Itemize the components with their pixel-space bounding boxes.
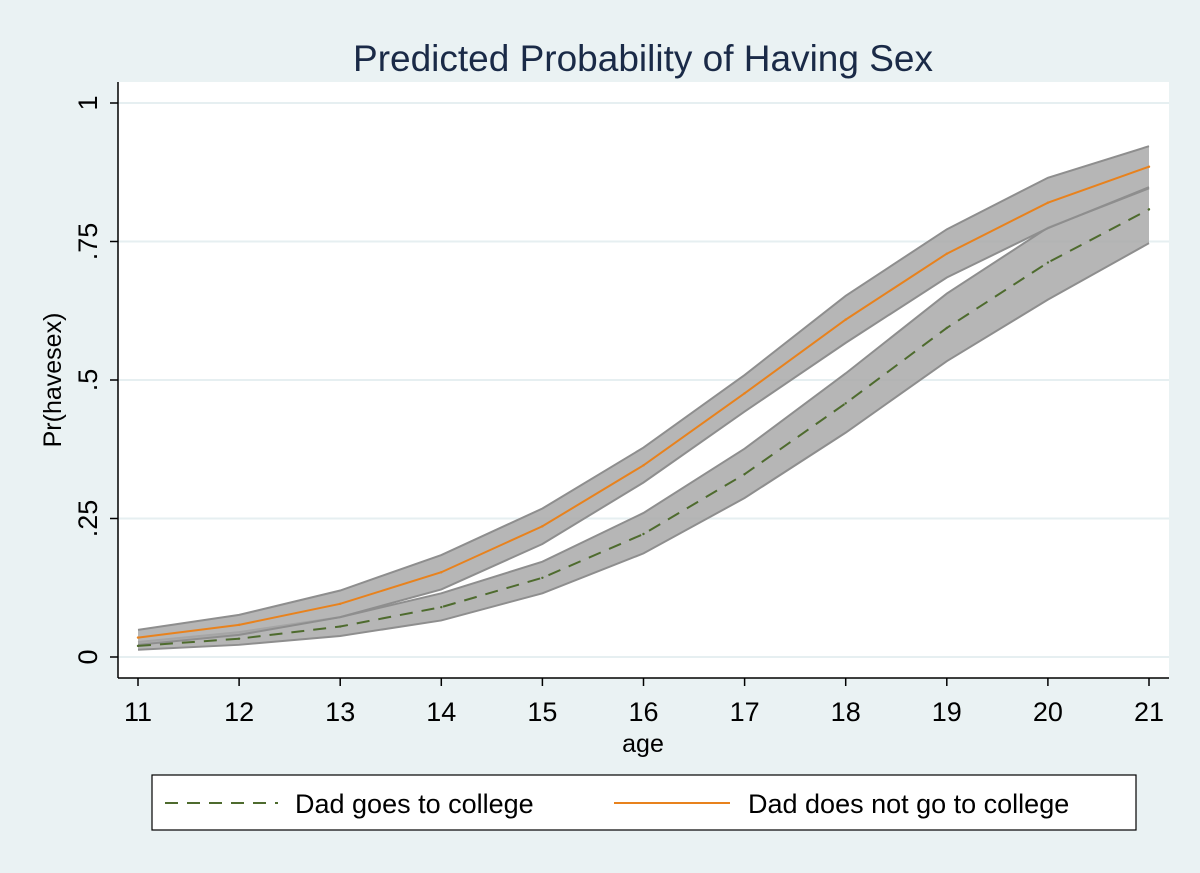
x-tick-label: 21 — [1134, 697, 1164, 727]
confidence-bands — [137, 145, 1150, 651]
data-point — [642, 464, 645, 467]
x-tick-label: 11 — [124, 697, 152, 727]
y-tick-label: 1 — [73, 95, 103, 110]
data-point — [440, 605, 443, 609]
x-tick-label: 14 — [426, 697, 456, 727]
x-tick-label: 12 — [224, 697, 254, 727]
y-tick-label: .25 — [73, 500, 103, 538]
data-point — [1147, 208, 1151, 211]
x-tick-label: 16 — [628, 697, 658, 727]
data-point — [743, 392, 746, 395]
data-point — [339, 625, 342, 628]
data-point — [945, 326, 948, 330]
data-point — [844, 402, 847, 405]
x-tick-label: 15 — [527, 697, 557, 727]
y-axis-title: Pr(havesex) — [39, 313, 67, 448]
data-point — [541, 525, 544, 528]
legend-label-dad-college: Dad goes to college — [295, 789, 534, 819]
series-lines — [136, 165, 1151, 648]
y-axis-ticks: 0 .25 .5 .75 1 — [73, 95, 118, 665]
data-point — [945, 252, 948, 255]
ci-lower-edge-series-0 — [137, 242, 1150, 651]
legend-label-dad-no-college: Dad does not go to college — [748, 789, 1069, 819]
x-axis-title: age — [622, 730, 664, 758]
x-axis-ticks: 11 12 13 14 15 16 17 18 19 20 21 — [124, 678, 1164, 727]
ci-band-series-0 — [138, 188, 1149, 650]
y-tick-label: 0 — [73, 649, 103, 664]
data-point — [541, 576, 544, 579]
ci-lower-edge-series-1 — [137, 186, 1150, 646]
x-tick-label: 13 — [325, 697, 355, 727]
data-point — [136, 636, 140, 639]
series-line-0 — [137, 208, 1150, 647]
ci-upper-edge-series-1 — [137, 145, 1150, 631]
data-point — [743, 472, 746, 476]
data-point — [440, 571, 443, 574]
x-tick-label: 18 — [831, 697, 861, 727]
data-point — [237, 623, 241, 627]
ci-band-series-1 — [138, 146, 1149, 645]
x-tick-label: 17 — [730, 697, 760, 727]
data-point — [1046, 261, 1050, 264]
y-tick-label: .75 — [73, 223, 103, 261]
chart-title: Predicted Probability of Having Sex — [353, 38, 933, 79]
y-tick-label: .5 — [73, 369, 103, 392]
data-point — [1046, 201, 1050, 204]
data-point — [136, 644, 140, 648]
data-point — [339, 602, 342, 606]
data-point — [844, 318, 847, 321]
data-point — [237, 637, 241, 640]
x-tick-label: 19 — [932, 697, 962, 727]
data-point — [642, 532, 645, 536]
data-point — [1147, 165, 1151, 168]
x-tick-label: 20 — [1033, 697, 1063, 727]
legend: Dad goes to college Dad does not go to c… — [151, 774, 1137, 831]
